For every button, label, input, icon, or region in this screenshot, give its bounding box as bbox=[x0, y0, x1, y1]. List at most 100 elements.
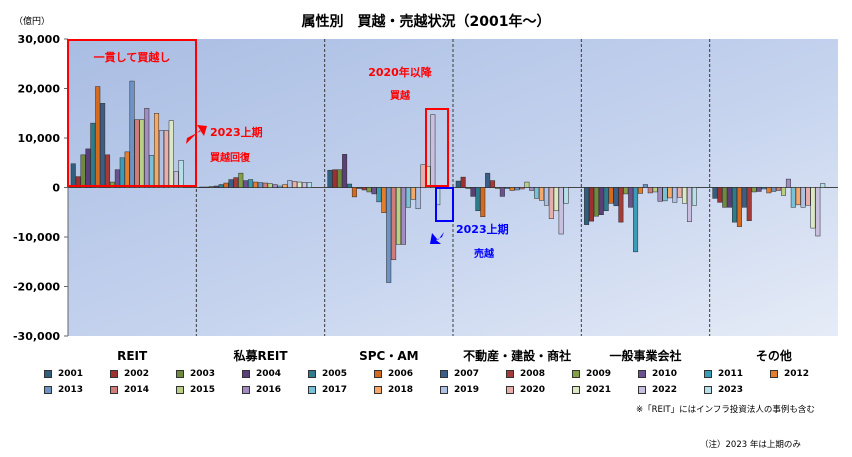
legend-label: 2017 bbox=[322, 385, 348, 395]
legend-item: 2012 bbox=[770, 369, 809, 379]
bar-2021-4 bbox=[682, 187, 688, 204]
bar-2010-0 bbox=[114, 169, 120, 188]
annotation-text: 一貫して買越し bbox=[94, 50, 171, 64]
legend-label: 2023 bbox=[718, 385, 744, 395]
bar-2001-3 bbox=[455, 180, 461, 188]
bar-2006-4 bbox=[608, 187, 614, 204]
bar-2019-0 bbox=[158, 130, 164, 188]
legend-item: 2010 bbox=[638, 369, 677, 379]
bar-2013-0 bbox=[129, 80, 135, 188]
bar-2004-3 bbox=[470, 187, 476, 197]
y-tick-label: 10,000 bbox=[18, 132, 61, 145]
bar-2003-2 bbox=[337, 169, 343, 188]
bar-2003-3 bbox=[465, 187, 471, 189]
bar-2009-2 bbox=[366, 187, 372, 193]
legend-item: 2023 bbox=[704, 385, 743, 395]
bar-2017-5 bbox=[790, 187, 796, 208]
bar-2009-0 bbox=[109, 181, 115, 188]
bar-2014-4 bbox=[647, 187, 653, 194]
bar-2015-3 bbox=[524, 181, 530, 188]
bar-2022-0 bbox=[173, 171, 179, 188]
legend-label: 2007 bbox=[454, 369, 480, 379]
legend-item: 2011 bbox=[704, 369, 743, 379]
bar-2011-1 bbox=[248, 179, 254, 188]
bar-2020-0 bbox=[163, 130, 169, 188]
bar-2014-5 bbox=[776, 187, 782, 191]
bar-2019-3 bbox=[543, 187, 549, 206]
bar-2005-1 bbox=[218, 184, 224, 188]
legend-swatch bbox=[374, 386, 382, 394]
bar-2004-4 bbox=[598, 187, 604, 215]
legend-label: 2005 bbox=[322, 369, 348, 379]
legend-item: 2020 bbox=[506, 385, 545, 395]
annotation-text: 2023上期 bbox=[456, 222, 509, 236]
bar-2015-5 bbox=[781, 187, 787, 196]
bar-2017-2 bbox=[405, 187, 411, 208]
bar-2019-5 bbox=[800, 187, 806, 208]
bar-2015-4 bbox=[652, 187, 658, 193]
legend-swatch bbox=[44, 370, 52, 378]
bar-2017-1 bbox=[277, 185, 283, 188]
bar-2001-1 bbox=[199, 186, 205, 188]
legend-label: 2010 bbox=[652, 369, 678, 379]
legend-label: 2001 bbox=[58, 369, 84, 379]
legend-item: 2019 bbox=[440, 385, 479, 395]
bar-2019-2 bbox=[415, 187, 421, 210]
legend-item: 2006 bbox=[374, 369, 413, 379]
bar-2017-0 bbox=[149, 155, 155, 188]
bar-2003-1 bbox=[208, 186, 214, 188]
category-label: REIT bbox=[117, 349, 148, 363]
legend-item: 2001 bbox=[44, 369, 83, 379]
y-tick-label: -10,000 bbox=[13, 231, 60, 244]
annotation-text: 2020年以降 bbox=[368, 65, 433, 79]
spc-sell-highlight-box bbox=[435, 187, 454, 222]
legend-swatch bbox=[638, 386, 646, 394]
bar-2002-2 bbox=[332, 169, 338, 188]
bar-2023-3 bbox=[563, 187, 569, 204]
category-label: その他 bbox=[756, 348, 792, 363]
bar-2008-0 bbox=[105, 154, 111, 188]
bar-2016-4 bbox=[657, 187, 663, 202]
legend-swatch bbox=[308, 386, 316, 394]
bar-2018-0 bbox=[154, 113, 160, 188]
bar-2011-5 bbox=[761, 187, 767, 190]
bar-2022-2 bbox=[430, 114, 436, 188]
legend-swatch bbox=[506, 370, 514, 378]
legend-swatch bbox=[440, 386, 448, 394]
bar-2004-1 bbox=[213, 185, 219, 188]
unit-label: （億円） bbox=[14, 15, 50, 27]
annotation-text: 買越 bbox=[390, 89, 411, 102]
bar-2016-2 bbox=[400, 187, 406, 245]
y-tick-label: 0 bbox=[52, 182, 60, 195]
legend-swatch bbox=[704, 386, 712, 394]
bar-2007-3 bbox=[485, 172, 491, 188]
bar-2023-5 bbox=[820, 183, 826, 188]
bar-2002-5 bbox=[717, 187, 723, 203]
legend-swatch bbox=[176, 370, 184, 378]
bar-2009-5 bbox=[751, 187, 757, 193]
bar-2011-2 bbox=[376, 187, 382, 203]
legend-label: 2006 bbox=[388, 369, 414, 379]
legend-swatch bbox=[704, 370, 712, 378]
bar-2002-4 bbox=[588, 187, 594, 222]
bar-2012-1 bbox=[252, 181, 258, 188]
bar-2012-4 bbox=[637, 187, 643, 194]
chart-title: 属性別 買越・売越状況（2001年～） bbox=[302, 13, 551, 30]
bar-2004-5 bbox=[727, 187, 733, 208]
bar-2001-5 bbox=[712, 187, 718, 199]
bar-2023-0 bbox=[178, 160, 184, 188]
spc-buy-highlight-box bbox=[425, 108, 449, 187]
bar-2011-0 bbox=[119, 157, 125, 188]
legend-label: 2016 bbox=[256, 385, 282, 395]
infra-note: ※「REIT」にはインフラ投資法人の事例も含む bbox=[636, 405, 815, 415]
y-tick-label: -20,000 bbox=[13, 281, 60, 294]
bar-2006-3 bbox=[480, 187, 486, 217]
bar-2007-2 bbox=[356, 187, 362, 189]
legend-item: 2002 bbox=[110, 369, 149, 379]
legend-item: 2018 bbox=[374, 385, 413, 395]
bar-2017-3 bbox=[534, 187, 540, 199]
legend-swatch bbox=[572, 370, 580, 378]
legend-item: 2004 bbox=[242, 369, 281, 379]
bar-2004-0 bbox=[85, 148, 91, 188]
